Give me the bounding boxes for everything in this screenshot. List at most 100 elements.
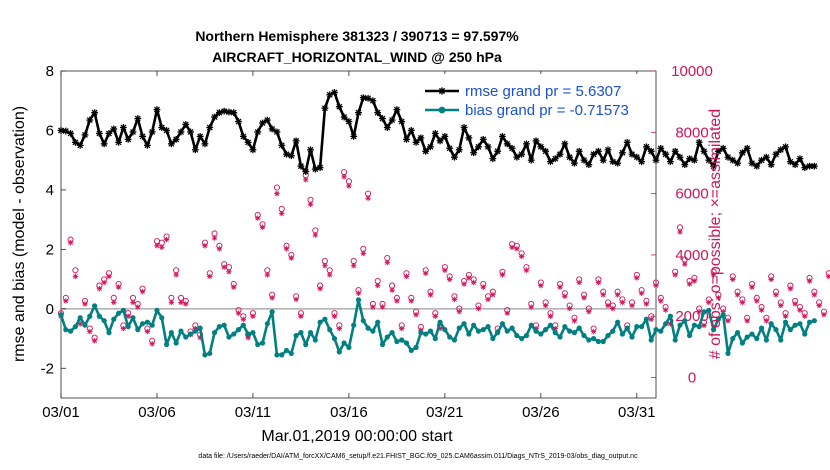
obs-assimilated-point (341, 174, 347, 180)
obs-assimilated-point (231, 284, 237, 290)
rmse-point (81, 131, 89, 139)
bias-point (427, 328, 434, 334)
obs-assimilated-point (154, 243, 160, 249)
rmse-point (446, 144, 454, 152)
x-tick-label: 03/01 (42, 404, 80, 421)
rmse-point (556, 150, 564, 158)
rmse-point (748, 159, 756, 167)
bias-point (624, 325, 630, 331)
bias-point (600, 338, 606, 345)
rmse-point (374, 109, 382, 117)
obs-assimilated-point (490, 292, 496, 298)
obs-assimilated-point (135, 304, 141, 310)
bias-point (586, 337, 592, 343)
rmse-point (652, 156, 660, 164)
obs-assimilated-point (264, 272, 271, 278)
rmse-point (590, 150, 598, 158)
rmse-point (292, 137, 300, 145)
rmse-point (671, 147, 679, 155)
obs-assimilated-point (475, 305, 482, 312)
bias-point (499, 321, 506, 327)
rmse-point (772, 150, 780, 158)
rmse-point (297, 162, 305, 170)
obs-assimilated-point (557, 284, 563, 290)
bias-point (691, 322, 697, 328)
rmse-point (628, 150, 636, 158)
bias-point (605, 332, 611, 339)
obs-assimilated-point (394, 298, 400, 304)
bias-point (442, 327, 448, 333)
obs-assimilated-point (355, 290, 362, 296)
obs-assimilated-point (821, 312, 827, 318)
rmse-point (666, 158, 674, 166)
bias-point (202, 352, 208, 358)
rmse-point (662, 150, 669, 158)
chart-subtitle: AIRCRAFT_HORIZONTAL_WIND @ 250 hPa (212, 49, 502, 65)
bias-point (77, 315, 83, 321)
bias-point (394, 338, 400, 345)
bias-point (437, 319, 443, 325)
y2-tick-label: 8000 (675, 124, 708, 141)
bias-point (58, 312, 64, 318)
rmse-point (215, 109, 223, 117)
obs-assimilated-point (466, 275, 472, 281)
series-rmse (57, 89, 818, 175)
rmse-point (796, 155, 804, 163)
bias-point (461, 321, 467, 327)
bias-point (226, 334, 232, 340)
rmse-point (287, 152, 295, 160)
x-axis: 03/01 03/06 03/11 03/16 03/21 03/26 03/31 (42, 71, 656, 421)
bias-point (283, 347, 290, 354)
x-tick-label: 03/26 (522, 404, 560, 421)
obs-assimilated-point (514, 246, 520, 252)
rmse-point (407, 127, 415, 134)
rmse-point (714, 147, 722, 155)
chart-title: Northern Hemisphere 381323 / 390713 = 97… (195, 28, 519, 44)
obs-assimilated-point (691, 278, 698, 284)
bias-point (806, 319, 813, 325)
bias-point (701, 309, 707, 315)
bias-point (706, 307, 712, 313)
bias-point (466, 331, 472, 337)
bias-point (163, 341, 170, 348)
bias-point (307, 330, 314, 336)
rmse-point (599, 156, 607, 164)
rmse-point (513, 153, 521, 161)
x-tick-label: 03/06 (138, 404, 176, 421)
obs-assimilated-point (163, 236, 170, 243)
rmse-point (547, 158, 554, 166)
rmse-point (695, 138, 703, 146)
rmse-point (206, 124, 214, 131)
rmse-point (431, 130, 439, 137)
obs-assimilated-point (259, 224, 266, 231)
obs-assimilated-point (634, 275, 640, 281)
obs-assimilated-point (149, 341, 155, 347)
obs-assimilated-point (456, 308, 462, 315)
obs-assimilated-point (648, 316, 654, 323)
obs-assimilated-point (120, 325, 127, 332)
bias-point (341, 340, 347, 346)
bias-point (231, 331, 237, 337)
rmse-point (86, 116, 94, 124)
rmse-point (724, 153, 732, 161)
bias-point (447, 334, 453, 340)
obs-assimilated-point (528, 304, 534, 310)
obs-assimilated-point (312, 232, 319, 238)
obs-assimilated-point (398, 325, 405, 332)
rmse-point (690, 156, 698, 164)
bias-point (240, 322, 246, 328)
rmse-point (479, 135, 487, 143)
obs-assimilated-point (538, 282, 544, 289)
obs-assimilated-point (87, 328, 93, 335)
bias-point (360, 318, 366, 324)
legend-box (422, 74, 654, 124)
obs-assimilated-point (734, 292, 741, 298)
bias-point (787, 327, 793, 333)
bias-point (519, 335, 525, 342)
obs-assimilated-point (451, 296, 458, 303)
obs-assimilated-point (672, 272, 678, 278)
rmse-point (124, 135, 132, 143)
bias-point (562, 324, 568, 330)
obs-assimilated-point (686, 281, 693, 287)
rmse-point (753, 162, 761, 170)
